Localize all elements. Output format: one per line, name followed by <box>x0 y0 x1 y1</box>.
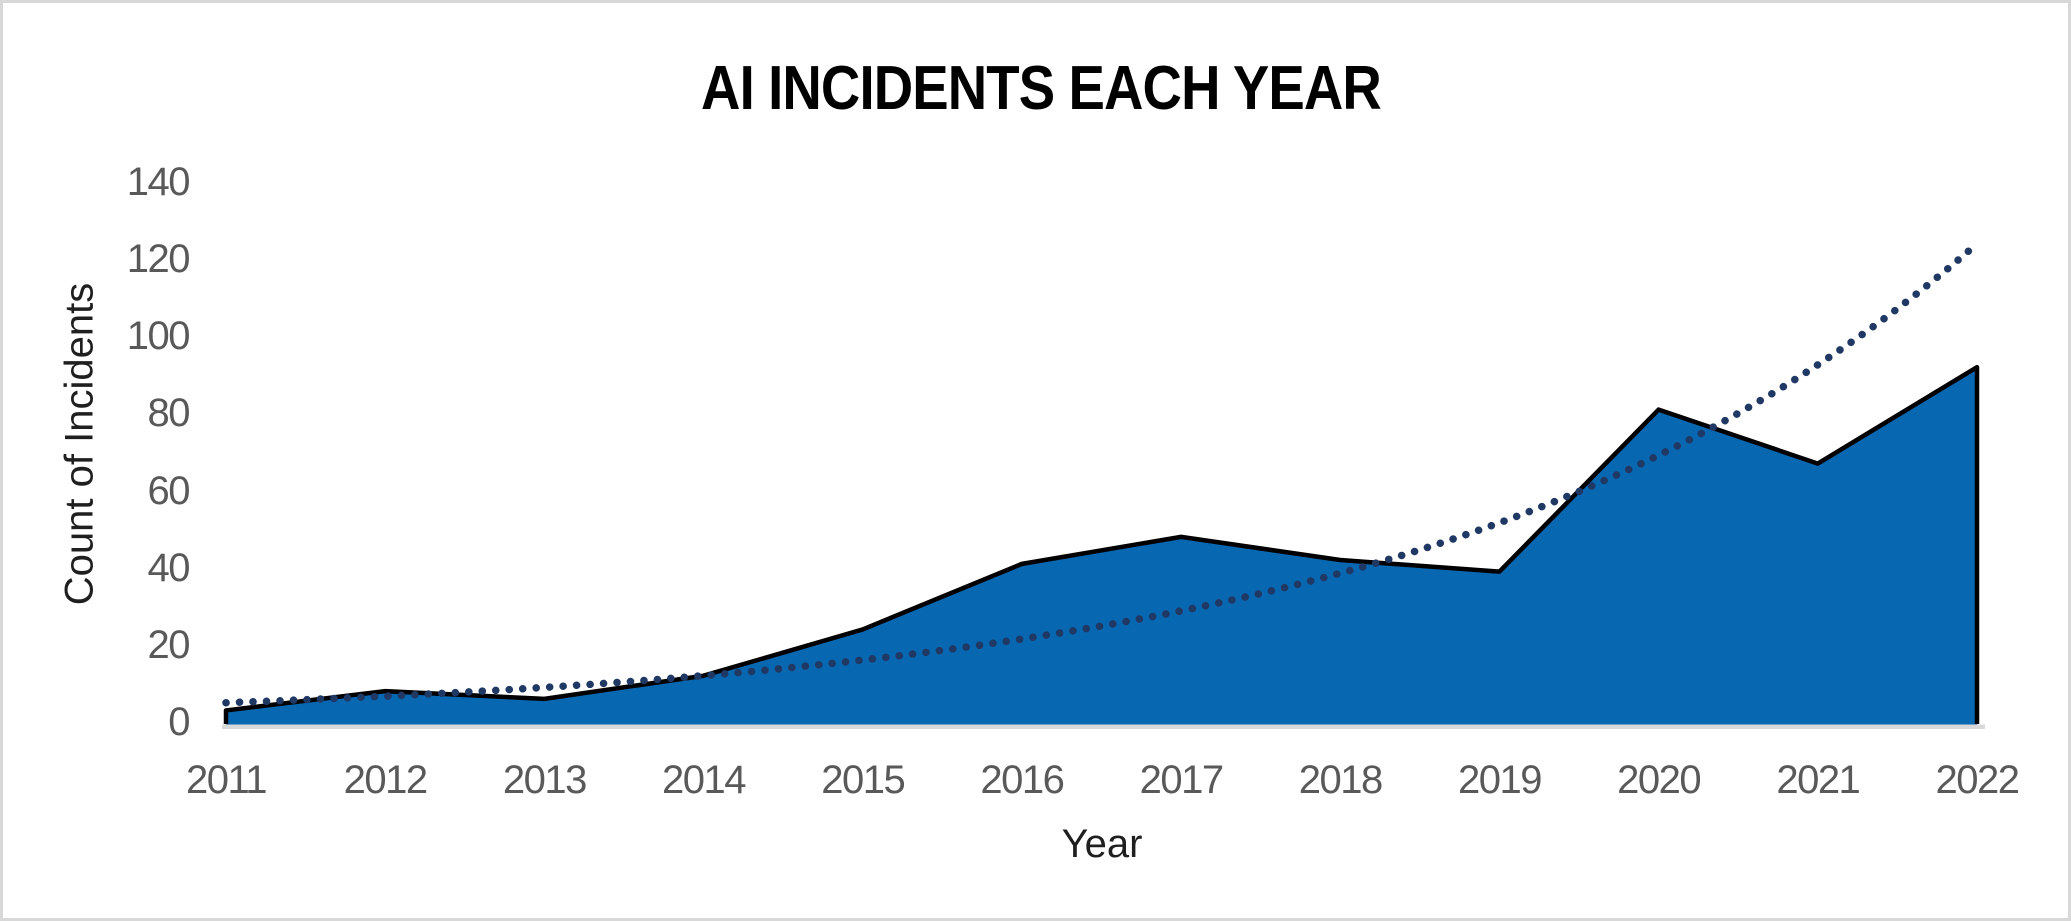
x-tick-label: 2022 <box>1935 758 2020 802</box>
x-tick-label: 2018 <box>1298 758 1383 802</box>
x-tick-label: 2019 <box>1457 758 1542 802</box>
x-tick-label: 2017 <box>1139 758 1224 802</box>
x-tick-label: 2012 <box>343 758 428 802</box>
y-tick-label: 80 <box>147 391 191 436</box>
area-fill <box>226 367 1977 725</box>
y-tick-label: 0 <box>168 700 190 744</box>
y-tick-label: 120 <box>126 237 191 282</box>
y-tick-label: 60 <box>147 468 191 513</box>
y-tick-label: 40 <box>147 545 191 590</box>
x-axis-line <box>222 724 1985 729</box>
x-tick-label: 2015 <box>821 758 905 802</box>
x-tick-label: 2016 <box>980 758 1064 802</box>
x-tick-label: 2021 <box>1776 758 1860 802</box>
y-axis-title: Count of Incidents <box>57 282 102 606</box>
x-tick-label: 2020 <box>1617 758 1701 802</box>
chart-title: AI INCIDENTS EACH YEAR <box>701 54 1382 123</box>
y-tick-label: 100 <box>126 314 191 359</box>
y-tick-label: 140 <box>126 160 191 205</box>
x-tick-label: 2011 <box>185 758 268 802</box>
x-tick-label: 2014 <box>662 758 746 802</box>
trendline-dotted <box>222 239 1981 707</box>
plot-area <box>222 239 1985 729</box>
y-tick-label: 20 <box>147 622 191 667</box>
x-tick-label: 2013 <box>502 758 587 802</box>
area-outline <box>223 364 1980 724</box>
x-axis-title: Year <box>1061 822 1143 866</box>
